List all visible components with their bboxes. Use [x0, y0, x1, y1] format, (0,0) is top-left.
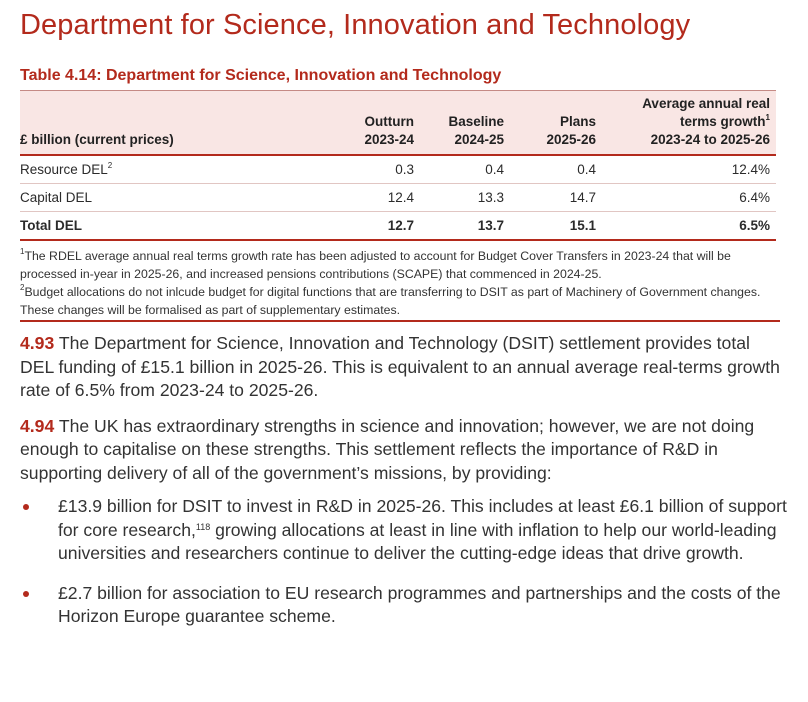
header-growth: Average annual real terms growth1 2023-24 …	[602, 90, 776, 156]
row-label: Total DEL	[20, 211, 336, 241]
table-header-row: £ billion (current prices) Outturn 2023-2…	[20, 90, 776, 156]
cell-plans: 0.4	[510, 155, 602, 184]
cell-baseline: 0.4	[420, 155, 510, 184]
table-row: Capital DEL 12.4 13.3 14.7 6.4%	[20, 183, 776, 212]
footnote-1: 1The RDEL average annual real terms grow…	[20, 247, 731, 282]
header-units: £ billion (current prices)	[20, 90, 336, 156]
cell-outturn: 12.4	[336, 183, 420, 212]
list-item: £13.9 billion for DSIT to invest in R&D …	[20, 495, 788, 566]
paragraph-text: The UK has extraordinary strengths in sc…	[20, 415, 755, 483]
cell-baseline: 13.3	[420, 183, 510, 212]
cell-outturn: 0.3	[336, 155, 420, 184]
table-total-row: Total DEL 12.7 13.7 15.1 6.5%	[20, 211, 776, 241]
paragraph-text: The Department for Science, Innovation a…	[20, 333, 780, 400]
table-title: Table 4.14: Department for Science, Inno…	[20, 67, 502, 84]
paragraph-4-94: 4.94 The UK has extraordinary strengths …	[20, 415, 788, 486]
page-heading: Department for Science, Innovation and T…	[20, 9, 691, 41]
row-label: Capital DEL	[20, 183, 336, 212]
cell-growth: 6.4%	[602, 183, 776, 212]
bullet-list: £13.9 billion for DSIT to invest in R&D …	[20, 495, 788, 629]
cell-outturn: 12.7	[336, 211, 420, 241]
page: Department for Science, Innovation and T…	[20, 0, 788, 645]
footnote-2: 2Budget allocations do not inlcude budge…	[20, 283, 780, 322]
cell-growth: 6.5%	[602, 211, 776, 241]
header-baseline: Baseline 2024-25	[420, 90, 510, 156]
table-footnotes: 1The RDEL average annual real terms grow…	[20, 247, 780, 322]
cell-plans: 14.7	[510, 183, 602, 212]
paragraph-number: 4.94	[20, 415, 55, 436]
list-item: £2.7 billion for association to EU resea…	[20, 582, 788, 629]
bullet-icon	[23, 504, 29, 510]
cell-plans: 15.1	[510, 211, 602, 241]
cell-growth: 12.4%	[602, 155, 776, 184]
header-plans: Plans 2025-26	[510, 90, 602, 156]
cell-baseline: 13.7	[420, 211, 510, 241]
funding-table: £ billion (current prices) Outturn 2023-2…	[20, 90, 776, 241]
paragraph-4-93: 4.93 The Department for Science, Innovat…	[20, 332, 788, 403]
footnote-ref: 118	[195, 521, 211, 532]
paragraph-number: 4.93	[20, 333, 55, 353]
row-label: Resource DEL2	[20, 155, 336, 184]
table-row: Resource DEL2 0.3 0.4 0.4 12.4%	[20, 155, 776, 184]
header-outturn: Outturn 2023-24	[336, 90, 420, 156]
bullet-icon	[23, 590, 29, 597]
